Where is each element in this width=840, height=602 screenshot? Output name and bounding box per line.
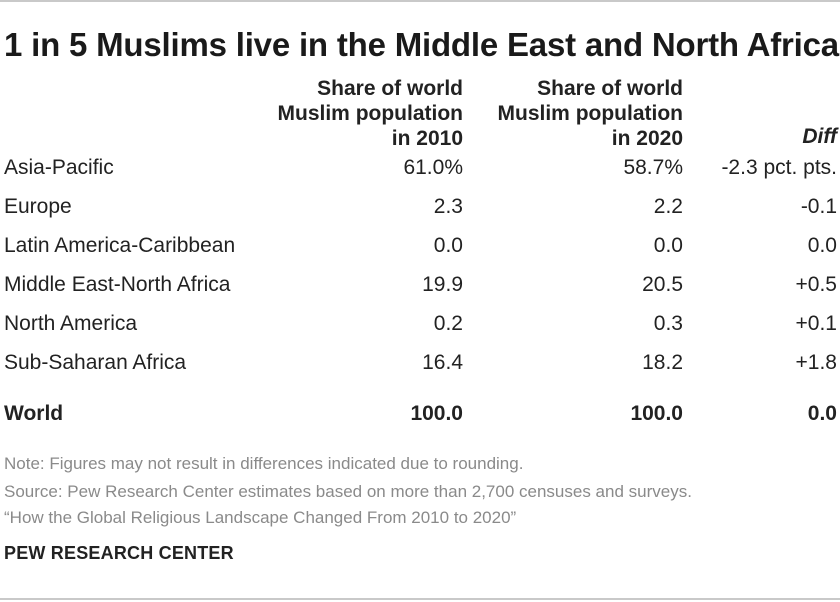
- column-header-2020: Share of world Muslim population in 2020: [440, 76, 683, 151]
- value-2020: 0.0: [653, 234, 683, 257]
- table-row: Sub-Saharan Africa 16.4 18.2 +1.8: [0, 348, 840, 378]
- value-2020: 58.7%: [623, 156, 683, 179]
- value-2020: 20.5: [642, 273, 683, 296]
- value-2020: 100.0: [630, 402, 683, 425]
- column-header-diff: Diff: [802, 125, 837, 148]
- column-header-2010-line3: in 2010: [391, 127, 463, 150]
- table-row: Europe 2.3 2.2 -0.1: [0, 192, 840, 222]
- value-2010: 61.0%: [403, 156, 463, 179]
- row-label: Europe: [4, 195, 72, 218]
- column-header-2010-line1: Share of world: [317, 77, 463, 100]
- row-label: Latin America-Caribbean: [4, 234, 236, 257]
- value-diff: -0.1: [800, 195, 837, 218]
- value-diff: 0.0: [807, 402, 837, 425]
- chart-title: 1 in 5 Muslims live in the Middle East a…: [4, 26, 839, 63]
- top-rule: [0, 0, 840, 2]
- column-header-2020-line2: Muslim population: [497, 102, 683, 125]
- row-label: North America: [4, 312, 138, 335]
- brand-logo-text: PEW RESEARCH CENTER: [4, 543, 234, 563]
- column-header-2020-line1: Share of world: [537, 77, 683, 100]
- table-row: Asia-Pacific 61.0% 58.7% -2.3 pct. pts.: [0, 153, 840, 183]
- value-diff: 0.0: [807, 234, 837, 257]
- row-label: World: [4, 402, 64, 425]
- value-diff: +0.5: [795, 273, 837, 296]
- row-label: Middle East-North Africa: [4, 273, 231, 296]
- value-2020: 0.3: [653, 312, 683, 335]
- report-title-text: “How the Global Religious Landscape Chan…: [4, 508, 517, 527]
- value-2010: 2.3: [433, 195, 463, 218]
- table-row-total: World 100.0 100.0 0.0: [0, 399, 840, 429]
- column-header-2010-line2: Muslim population: [277, 102, 463, 125]
- value-2020: 2.2: [653, 195, 683, 218]
- value-2020: 18.2: [642, 351, 683, 374]
- value-2010: 16.4: [422, 351, 463, 374]
- table-row: Latin America-Caribbean 0.0 0.0 0.0: [0, 231, 840, 261]
- bottom-rule: [0, 598, 840, 600]
- row-label: Asia-Pacific: [4, 156, 114, 179]
- table-row: North America 0.2 0.3 +0.1: [0, 309, 840, 339]
- value-2010: 19.9: [422, 273, 463, 296]
- value-diff: -2.3 pct. pts.: [721, 156, 837, 179]
- value-diff: +0.1: [795, 312, 837, 335]
- table-row: Middle East-North Africa 19.9 20.5 +0.5: [0, 270, 840, 300]
- row-label: Sub-Saharan Africa: [4, 351, 187, 374]
- note-text: Note: Figures may not result in differen…: [4, 454, 524, 473]
- value-2010: 0.2: [433, 312, 463, 335]
- value-2010: 100.0: [410, 402, 463, 425]
- value-diff: +1.8: [795, 351, 837, 374]
- column-header-2010: Share of world Muslim population in 2010: [220, 76, 463, 151]
- column-header-2020-line3: in 2020: [611, 127, 683, 150]
- value-2010: 0.0: [433, 234, 463, 257]
- source-text: Source: Pew Research Center estimates ba…: [4, 482, 692, 501]
